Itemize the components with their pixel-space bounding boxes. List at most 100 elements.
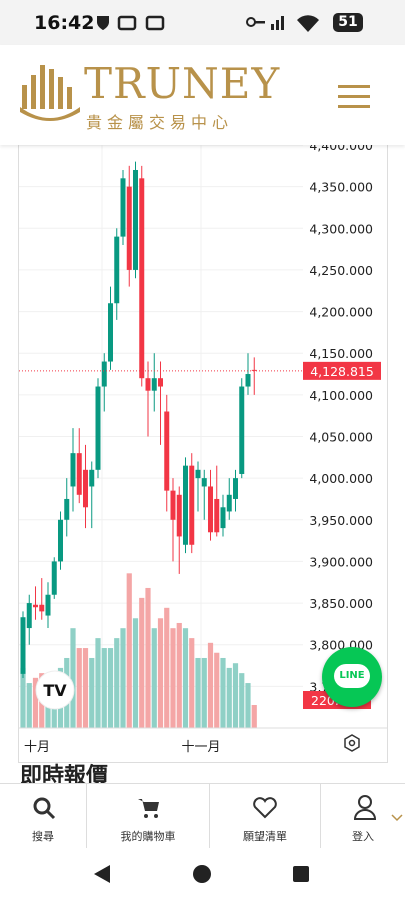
candle-body — [195, 469, 201, 479]
candle-body — [83, 469, 88, 508]
settings-icon-center — [348, 739, 356, 747]
y-tick-label: 4,250.000 — [309, 263, 373, 278]
y-tick-label: 3,900.000 — [309, 554, 373, 569]
candle-body — [133, 169, 138, 270]
settings-icon — [344, 734, 360, 752]
last-price-tag — [303, 361, 381, 380]
x-tick-label: 十月 — [24, 740, 50, 755]
candle-body — [158, 378, 163, 387]
status-bar: 16:42 51 — [0, 0, 405, 45]
candle-body — [251, 369, 257, 371]
icon — [33, 797, 56, 820]
status-icons — [97, 15, 165, 31]
candle-body — [226, 494, 232, 512]
volume-bar — [82, 648, 89, 728]
menu-button[interactable] — [338, 85, 370, 109]
candle-body — [70, 453, 76, 487]
volume-bar — [226, 667, 232, 728]
y-tick-label: 3,850.000 — [309, 596, 373, 611]
candle-body — [58, 519, 63, 562]
candle-body — [114, 236, 120, 304]
clock: 16:42 — [34, 12, 95, 34]
volume-bar — [176, 622, 182, 728]
site-header: TRUNEY 貴金屬交易中心 — [0, 45, 405, 145]
nav-login[interactable]: 登入 — [321, 784, 405, 849]
candle-body — [33, 604, 38, 608]
y-tick-label: 4,050.000 — [309, 430, 373, 445]
volume-bar — [151, 628, 157, 728]
volume-bar — [26, 683, 32, 728]
volume-bar — [89, 657, 95, 728]
candle-body — [233, 478, 238, 499]
y-tick-label: 4,100.000 — [309, 388, 373, 403]
section-title: 即時報價 — [20, 764, 109, 783]
line-button[interactable]: LINE — [322, 647, 382, 707]
y-tick-label: 4,000.000 — [309, 471, 373, 486]
candle-body — [189, 465, 195, 545]
brand: TRUNEY — [84, 59, 281, 108]
nav-cart[interactable]: 我的購物車 — [87, 784, 210, 849]
candle-body — [120, 178, 126, 237]
y-tick-label: 4,200.000 — [309, 305, 373, 320]
icon — [353, 795, 377, 820]
volume-bar — [107, 648, 114, 728]
candle-body — [245, 374, 251, 387]
candle-body — [20, 617, 26, 674]
candle-body — [170, 490, 176, 520]
y-tick-label: 3,950.000 — [309, 513, 373, 528]
volume-bar — [170, 628, 176, 728]
candle-body — [214, 498, 220, 533]
volume-bar — [95, 638, 101, 728]
candle-body — [76, 453, 82, 495]
volume-bar — [70, 628, 76, 728]
logo-mark — [20, 65, 80, 121]
volume-bar — [101, 648, 107, 728]
x-tick-label: 十一月 — [181, 740, 220, 755]
volume-bar — [182, 628, 189, 728]
candle-body — [139, 178, 145, 379]
volume-bar — [207, 642, 214, 728]
candle-body — [208, 486, 213, 533]
system-nav — [0, 848, 405, 900]
candle-body — [89, 469, 95, 487]
volume-bar — [132, 618, 139, 728]
icon — [253, 797, 277, 819]
candle-body — [164, 411, 170, 491]
volume-bar — [251, 704, 257, 728]
candle-body — [183, 465, 188, 545]
candle-body — [220, 507, 226, 529]
candle-body — [176, 494, 182, 537]
candle-body — [95, 386, 101, 470]
volume-bar — [232, 663, 239, 728]
candle-body — [145, 378, 151, 391]
volume-bar — [126, 573, 132, 728]
tv-logo-text: TV — [43, 681, 67, 700]
bottom-nav: 搜尋 我的購物車 願望清單 登入 — [0, 783, 405, 849]
nav-label: 登入 — [352, 830, 374, 843]
candle-body — [239, 386, 245, 474]
candle-body — [201, 478, 207, 487]
nav-label: 我的購物車 — [120, 830, 176, 843]
volume-bar — [220, 657, 226, 728]
y-tick-label: 4,400.000 — [309, 145, 373, 153]
volume-bar — [239, 673, 245, 728]
signal-icons — [246, 15, 319, 33]
volume-bar — [114, 638, 120, 728]
volume-bar — [214, 652, 220, 728]
volume-bar — [245, 683, 251, 728]
nav-wishlist[interactable]: 願望清單 — [210, 784, 321, 849]
y-tick-label: 4,350.000 — [309, 180, 373, 195]
volume-bar — [20, 667, 26, 728]
candle-body — [151, 378, 157, 391]
chevron — [391, 814, 403, 822]
volume-bar — [32, 677, 39, 728]
battery: 51 — [333, 13, 363, 32]
candle-body — [39, 604, 45, 612]
nav-search[interactable]: 搜尋 — [0, 784, 87, 849]
brand-subtitle: 貴金屬交易中心 — [86, 113, 234, 132]
volume-bar — [139, 597, 145, 728]
candle-body — [45, 594, 51, 616]
candle-body — [126, 186, 132, 270]
icon — [138, 799, 159, 818]
